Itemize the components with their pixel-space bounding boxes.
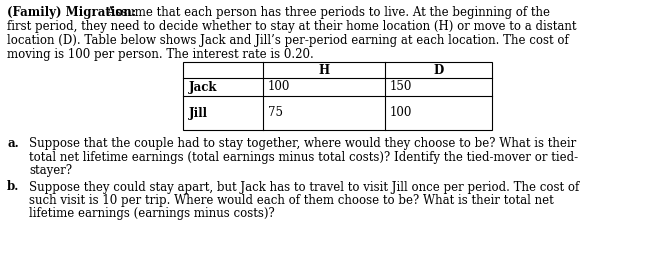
- Text: (Family) Migration:: (Family) Migration:: [7, 6, 136, 19]
- Text: H: H: [319, 63, 330, 76]
- Text: D: D: [434, 63, 444, 76]
- Text: first period, they need to decide whether to stay at their home location (H) or : first period, they need to decide whethe…: [7, 20, 576, 33]
- Text: 150: 150: [390, 80, 412, 93]
- Text: Jill: Jill: [189, 106, 208, 120]
- Text: a.: a.: [7, 137, 19, 150]
- Text: total net lifetime earnings (total earnings minus total costs)? Identify the tie: total net lifetime earnings (total earni…: [29, 150, 578, 164]
- Text: 75: 75: [268, 106, 283, 120]
- Text: Jack: Jack: [189, 80, 217, 93]
- Text: 100: 100: [390, 106, 412, 120]
- Text: b.: b.: [7, 181, 19, 194]
- Text: Suppose that the couple had to stay together, where would they choose to be? Wha: Suppose that the couple had to stay toge…: [29, 137, 576, 150]
- Text: 100: 100: [268, 80, 290, 93]
- Text: location (D). Table below shows Jack and Jill’s per-period earning at each locat: location (D). Table below shows Jack and…: [7, 34, 569, 47]
- Text: stayer?: stayer?: [29, 164, 72, 177]
- Text: such visit is 10 per trip. Where would each of them choose to be? What is their : such visit is 10 per trip. Where would e…: [29, 194, 554, 207]
- Bar: [183, 62, 492, 130]
- Text: lifetime earnings (earnings minus costs)?: lifetime earnings (earnings minus costs)…: [29, 208, 275, 221]
- Text: Assume that each person has three periods to live. At the beginning of the: Assume that each person has three period…: [103, 6, 550, 19]
- Text: moving is 100 per person. The interest rate is 0.20.: moving is 100 per person. The interest r…: [7, 48, 313, 61]
- Text: Suppose they could stay apart, but Jack has to travel to visit Jill once per per: Suppose they could stay apart, but Jack …: [29, 181, 580, 194]
